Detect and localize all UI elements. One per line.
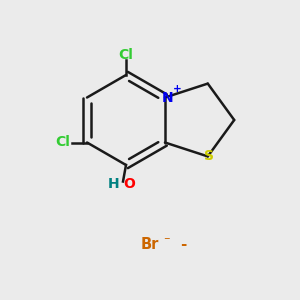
Text: O: O [123,178,135,191]
Text: S: S [204,149,214,164]
Text: +: + [173,84,182,94]
Text: ⁻: ⁻ [163,235,170,248]
Text: -: - [180,237,186,252]
Text: N: N [162,91,173,104]
Text: Cl: Cl [118,48,134,62]
Text: H: H [108,178,120,191]
Text: Br: Br [141,237,159,252]
Text: Cl: Cl [55,136,70,149]
